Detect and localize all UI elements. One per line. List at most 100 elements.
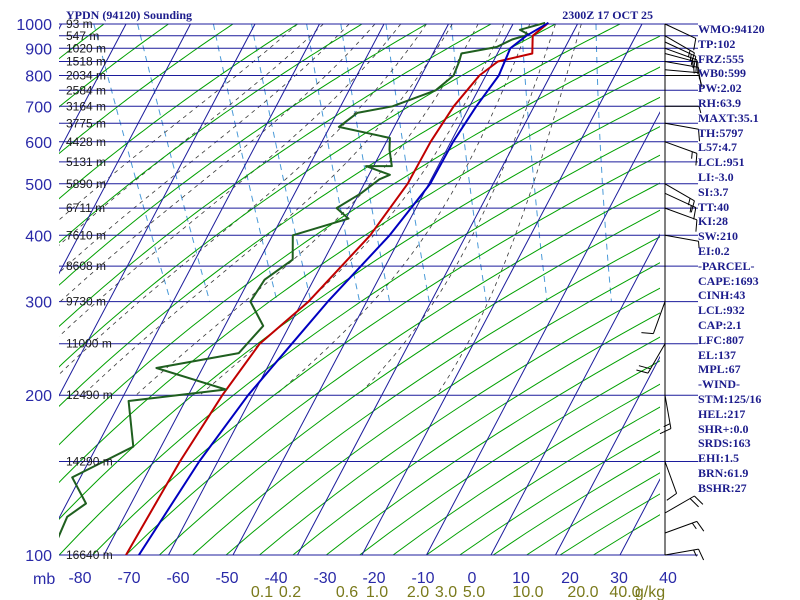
moist-adiabat--6: [59, 23, 324, 246]
temp-label--30: -30: [313, 570, 336, 587]
mixing-ratio-label-8: 20.0: [567, 584, 598, 600]
wind-barb-staff: [664, 23, 697, 39]
index-item-20: CAP:2.1: [698, 317, 742, 332]
height-label-500: 5890 m: [66, 177, 106, 191]
axis-labels: YPDN (94120) Sounding 2300Z 17 OCT 25 mb…: [16, 8, 677, 600]
wind-barb-staff: [664, 495, 695, 514]
wind-barb-flag: [693, 207, 697, 220]
wind-barb-flag: [695, 219, 698, 232]
pressure-label-900: 900: [25, 41, 52, 58]
mixing-ratio-label-4: 2.0: [407, 584, 429, 600]
wind-barb-480: [664, 192, 697, 220]
isotherm--70: [59, 23, 191, 275]
index-item-1: TP:102: [698, 36, 736, 51]
height-label-300: 9730 m: [66, 295, 106, 309]
wind-barb-flag: [638, 365, 651, 370]
wind-barb-flag: [666, 492, 677, 501]
temp-label--20: -20: [362, 570, 385, 587]
index-item-26: HEL:217: [698, 406, 746, 421]
isotherm-30: [555, 355, 660, 555]
isotherm--40: [103, 23, 385, 555]
wind-barb-600: [664, 141, 698, 166]
wind-barb-flag: [689, 205, 692, 213]
wind-barb-staff: [664, 520, 698, 534]
wind-barb-staff: [664, 47, 698, 61]
valid-time: 2300Z 17 OCT 25: [562, 8, 653, 22]
sounding-profiles: [59, 21, 550, 555]
wind-barb-staff: [664, 461, 678, 494]
wind-barb-flag: [691, 522, 697, 530]
height-label-950: 547 m: [66, 29, 99, 43]
wind-barb-flag: [663, 423, 671, 428]
index-item-8: L57:4.7: [698, 140, 737, 155]
height-label-1000: 93 m: [66, 17, 93, 31]
wind-barb-flag: [641, 332, 654, 335]
wind-barb-450: [664, 207, 698, 232]
temp-label--70: -70: [117, 570, 140, 587]
temp-label-0: 0: [468, 570, 477, 587]
wind-barb-staff: [647, 343, 666, 374]
index-item-3: WB0:599: [698, 66, 746, 81]
wind-barb-flag: [698, 548, 705, 561]
index-item-13: KI:28: [698, 214, 728, 229]
height-label-900: 1020 m: [66, 41, 106, 55]
index-item-17: CAPE:1693: [698, 273, 759, 288]
mixing-ratio-label-10: g/kg: [635, 584, 665, 600]
wind-barb-flag: [698, 75, 703, 88]
isotherm--20: [232, 23, 514, 555]
wind-barb-250: [636, 343, 666, 374]
moist-adiabat-30: [358, 23, 556, 396]
index-item-19: LCL:932: [698, 303, 745, 318]
pressure-label-800: 800: [25, 69, 52, 86]
pressure-label-600: 600: [25, 135, 52, 152]
index-item-5: RH:63.9: [698, 95, 741, 110]
mixing-ratio-lines: [93, 23, 612, 302]
wind-barb-120: [664, 495, 704, 514]
index-item-7: TH:5797: [698, 125, 744, 140]
wind-barb-800: [665, 75, 703, 88]
pressure-label-1000: 1000: [16, 17, 52, 34]
isotherm-10: [426, 111, 660, 555]
mixing-ratio-line-4: [306, 23, 361, 302]
index-item-31: BSHR:27: [698, 480, 747, 495]
height-label-650: 3775 m: [66, 116, 106, 130]
wind-barb-400: [664, 234, 700, 249]
wind-barb-flag: [659, 428, 672, 435]
mixing-ratio-line-9: [595, 23, 612, 302]
height-label-400: 7610 m: [66, 228, 106, 242]
index-item-14: SW:210: [698, 229, 739, 244]
wind-barb-staff: [664, 69, 699, 74]
pressure-label-100: 100: [25, 548, 52, 565]
height-label-150: 14290 m: [66, 455, 113, 469]
chart-title: YPDN (94120) Sounding: [66, 8, 192, 22]
pressure-unit-label: mb: [33, 571, 55, 588]
mixing-ratio-label-2: 0.6: [336, 584, 358, 600]
wind-barb-flag: [695, 153, 698, 166]
pressure-label-200: 200: [25, 388, 52, 405]
height-label-250: 11000 m: [66, 337, 112, 351]
isotherm-0: [361, 23, 643, 555]
isotherm--50: [59, 23, 320, 520]
wind-barb-flag: [696, 521, 705, 532]
moist-adiabat-2: [59, 23, 376, 304]
wind-barb-200: [659, 395, 672, 435]
temp-label--60: -60: [166, 570, 189, 587]
wind-barb-flag: [691, 151, 693, 159]
wind-barb-flag: [691, 58, 693, 66]
height-label-750: 2584 m: [66, 83, 106, 97]
pressure-label-400: 400: [25, 228, 52, 245]
index-item-16: -PARCEL-: [698, 258, 755, 273]
dewpoint-line: [59, 21, 546, 539]
index-item-28: SRDS:163: [698, 436, 751, 451]
dry-adiabat-60: [59, 66, 660, 484]
pressure-label-700: 700: [25, 99, 52, 116]
wind-barb-staff: [664, 41, 697, 57]
pressure-label-300: 300: [25, 295, 52, 312]
wind-barb-flag: [698, 241, 700, 249]
index-item-18: CINH:43: [698, 288, 746, 303]
height-label-700: 3164 m: [66, 99, 106, 113]
temp-label--40: -40: [264, 570, 287, 587]
wind-barb-flag: [693, 38, 697, 51]
wind-barb-staff: [664, 548, 699, 556]
